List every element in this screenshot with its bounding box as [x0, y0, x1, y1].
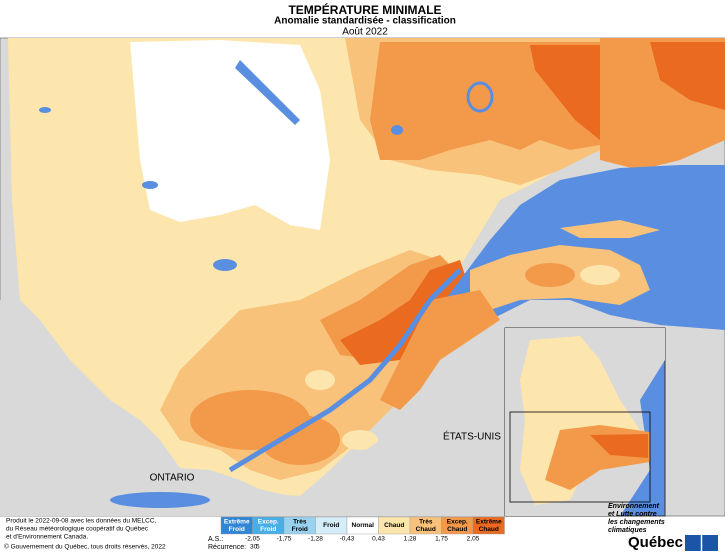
legend-label: Froid	[229, 526, 245, 533]
legend-label: Chaud	[479, 526, 499, 533]
legend-label: Extrême	[476, 518, 502, 525]
as-value: -0,43	[340, 536, 355, 543]
as-label: A.S.:	[208, 536, 223, 543]
legend-label: Froid	[292, 526, 308, 533]
legend-label: Froid	[323, 522, 339, 529]
credit-line: Produit le 2022-09-08 avec les données d…	[6, 518, 157, 525]
logo-flag	[702, 535, 718, 551]
legend-label: Chaud	[416, 526, 436, 533]
legend: A.S.: Récurrence: ExtrêmeFroidExcep.Froi…	[208, 516, 505, 551]
recurrence-value: 5	[256, 544, 260, 551]
title: TEMPÉRATURE MINIMALE	[288, 2, 441, 17]
department: climatiques	[608, 527, 647, 534]
legend-label: Excep.	[258, 518, 279, 525]
copyright: © Gouvernement du Québec, tous droits ré…	[4, 543, 166, 551]
as-value: 1,28	[404, 536, 417, 543]
legend-label: Froid	[260, 526, 276, 533]
department: les changements	[608, 519, 665, 526]
legend-label: Très	[419, 518, 433, 525]
credit-line: et d'Environnement Canada.	[6, 534, 88, 541]
map: ONTARIO ÉTATS-UNIS	[0, 37, 725, 517]
as-value: 1,75	[435, 536, 448, 543]
credits: Produit le 2022-09-08 avec les données d…	[4, 518, 166, 551]
department: et Lutte contre	[608, 511, 657, 518]
as-value: -1,75	[277, 536, 292, 543]
inset-map	[504, 327, 666, 517]
legend-label: Extrême	[224, 518, 250, 525]
legend-label: Normal	[352, 522, 375, 529]
recurrence-value: 30	[250, 544, 258, 551]
legend-label: Excep.	[447, 518, 468, 525]
as-value: -2,05	[245, 536, 260, 543]
subtitle: Anomalie standardisée - classification	[274, 16, 456, 27]
credit-line: du Réseau météorologique coopératif du Q…	[6, 526, 149, 533]
legend-label: Très	[293, 518, 307, 525]
date: Août 2022	[342, 27, 388, 38]
department: Environnement	[608, 503, 660, 510]
legend-label: Chaud	[447, 526, 467, 533]
as-value: 0,43	[372, 536, 385, 543]
legend-swatch	[472, 516, 505, 535]
recurrence-label: Récurrence:	[208, 544, 246, 551]
logo-name: Québec	[628, 534, 683, 551]
as-value: -1,28	[308, 536, 323, 543]
as-value: 2,05	[467, 536, 480, 543]
logo-flag	[685, 535, 701, 551]
region-label: ÉTATS-UNIS	[443, 430, 501, 443]
logo: Environnement et Lutte contre les change…	[608, 503, 718, 551]
region-label: ONTARIO	[150, 473, 195, 484]
legend-label: Chaud	[384, 522, 404, 529]
